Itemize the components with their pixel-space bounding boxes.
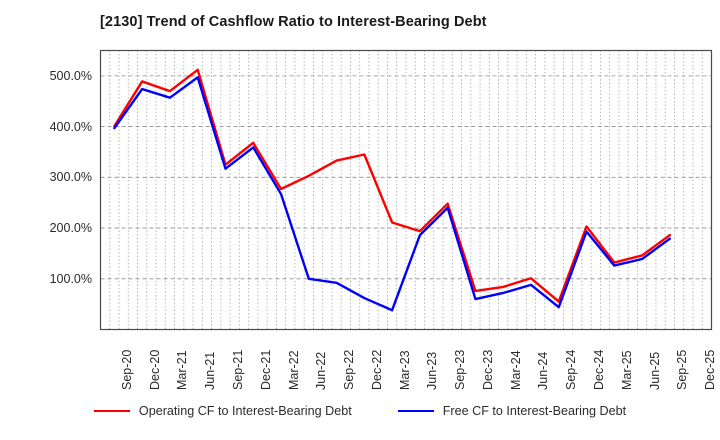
legend-item[interactable]: Operating CF to Interest-Bearing Debt: [93, 404, 352, 418]
x-axis-tick-label: Mar-25: [619, 350, 634, 390]
y-axis-tick-label: 500.0%: [49, 68, 92, 83]
x-axis-tick-label: Sep-20: [119, 349, 134, 390]
x-axis-tick-label: Dec-25: [703, 349, 718, 390]
x-axis-tick-label: Sep-25: [675, 349, 690, 390]
x-axis-tick-label: Jun-23: [425, 351, 440, 390]
plot-border: [99, 49, 713, 331]
legend-item[interactable]: Free CF to Interest-Bearing Debt: [397, 404, 627, 418]
x-axis-tick-label: Mar-21: [175, 350, 190, 390]
x-axis-tick-label: Jun-22: [314, 351, 329, 390]
legend-line-swatch: [397, 410, 434, 412]
series-line: [113, 76, 672, 312]
x-axis-tick-label: Dec-24: [592, 349, 607, 390]
series-line: [113, 68, 672, 303]
x-axis-tick-label: Jun-24: [536, 351, 551, 390]
x-axis-tick-label: Mar-23: [397, 350, 412, 390]
x-axis-tick-label: Jun-21: [203, 351, 218, 390]
x-axis-tick-label: Sep-24: [564, 349, 579, 390]
legend-label: Operating CF to Interest-Bearing Debt: [138, 404, 352, 418]
x-axis-tick-label: Dec-21: [258, 349, 273, 390]
x-axis-tick-label: Sep-21: [230, 349, 245, 390]
x-axis-tick-label: Dec-20: [147, 349, 162, 390]
x-axis-tick-label: Dec-23: [480, 349, 495, 390]
chart-legend: Operating CF to Interest-Bearing Debt Fre…: [0, 404, 720, 418]
x-axis-tick-label: Dec-22: [369, 349, 384, 390]
y-axis-tick-label: 100.0%: [49, 271, 92, 286]
y-axis-tick-label: 400.0%: [49, 119, 92, 134]
series-lines: [113, 68, 672, 312]
x-axis-tick-label: Jun-25: [647, 351, 662, 390]
x-axis-tick-label: Mar-22: [286, 350, 301, 390]
gridlines: [100, 50, 712, 330]
legend-label: Free CF to Interest-Bearing Debt: [442, 404, 627, 418]
x-axis-tick-label: Mar-24: [508, 350, 523, 390]
legend-line-swatch: [93, 410, 130, 412]
x-axis-tick-label: Sep-23: [453, 349, 468, 390]
x-axis-tick-label: Sep-22: [342, 349, 357, 390]
y-axis-tick-label: 200.0%: [49, 221, 92, 236]
chart-title: [2130] Trend of Cashflow Ratio to Intere…: [100, 14, 487, 30]
y-axis-tick-label: 300.0%: [49, 170, 92, 185]
